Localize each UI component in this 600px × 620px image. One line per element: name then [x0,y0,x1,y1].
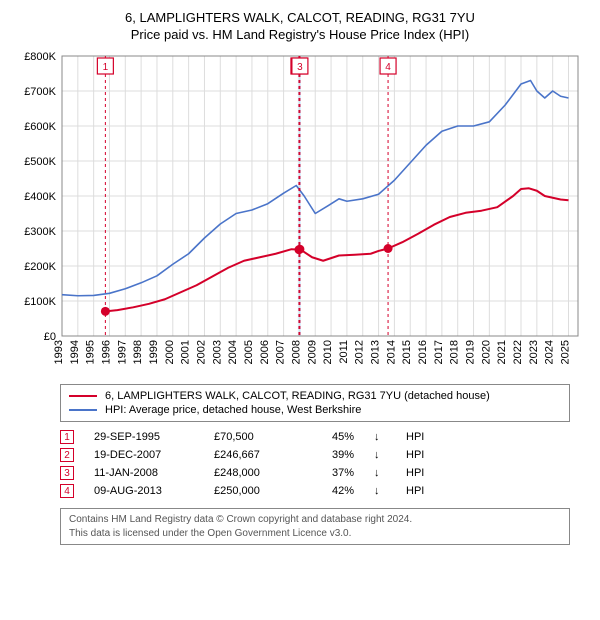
svg-text:£800K: £800K [24,51,56,63]
svg-text:2025: 2025 [560,340,572,364]
sale-price: £248,000 [214,467,294,479]
legend-item: 6, LAMPLIGHTERS WALK, CALCOT, READING, R… [69,389,561,403]
sale-hpi: HPI [406,449,424,461]
svg-text:2022: 2022 [512,340,524,364]
svg-text:2013: 2013 [370,340,382,364]
svg-text:1998: 1998 [132,340,144,364]
footer-attribution: Contains HM Land Registry data © Crown c… [60,508,570,545]
svg-text:2019: 2019 [465,340,477,364]
legend-label: 6, LAMPLIGHTERS WALK, CALCOT, READING, R… [105,390,490,402]
svg-text:2004: 2004 [227,340,239,364]
svg-text:2010: 2010 [322,340,334,364]
svg-text:1995: 1995 [85,340,97,364]
sale-hpi: HPI [406,431,424,443]
svg-text:2011: 2011 [338,340,350,364]
svg-text:2002: 2002 [195,340,207,364]
svg-text:1: 1 [103,62,109,73]
svg-text:2000: 2000 [164,340,176,364]
svg-text:2024: 2024 [544,340,556,364]
sale-row: 1 29-SEP-1995 £70,500 45% ↓ HPI [60,428,570,446]
sale-date: 11-JAN-2008 [94,467,194,479]
sale-marker-box: 2 [60,448,74,462]
legend-label: HPI: Average price, detached house, West… [105,404,361,416]
svg-text:2014: 2014 [385,340,397,364]
legend-item: HPI: Average price, detached house, West… [69,403,561,417]
svg-text:3: 3 [297,62,303,73]
svg-text:2012: 2012 [354,340,366,364]
svg-text:2001: 2001 [180,340,192,364]
svg-text:1996: 1996 [100,340,112,364]
svg-text:£300K: £300K [24,226,56,238]
sale-hpi: HPI [406,467,424,479]
svg-text:2016: 2016 [417,340,429,364]
sale-row: 3 11-JAN-2008 £248,000 37% ↓ HPI [60,464,570,482]
sale-pct: 42% [314,485,354,497]
svg-text:2018: 2018 [449,340,461,364]
sale-hpi: HPI [406,485,424,497]
sale-arrow: ↓ [374,485,386,497]
sale-price: £70,500 [214,431,294,443]
svg-text:£500K: £500K [24,156,56,168]
svg-text:1997: 1997 [116,340,128,364]
sales-table: 1 29-SEP-1995 £70,500 45% ↓ HPI 2 19-DEC-2007 £2… [60,428,570,500]
sale-marker-box: 1 [60,430,74,444]
sale-price: £246,667 [214,449,294,461]
sale-arrow: ↓ [374,431,386,443]
sale-row: 4 09-AUG-2013 £250,000 42% ↓ HPI [60,482,570,500]
sale-date: 29-SEP-1995 [94,431,194,443]
sale-pct: 45% [314,431,354,443]
sale-price: £250,000 [214,485,294,497]
sale-arrow: ↓ [374,467,386,479]
svg-text:£100K: £100K [24,296,56,308]
svg-text:£200K: £200K [24,261,56,273]
svg-text:2015: 2015 [401,340,413,364]
svg-text:£400K: £400K [24,191,56,203]
price-chart: £0£100K£200K£300K£400K£500K£600K£700K£80… [10,48,590,378]
svg-text:2006: 2006 [259,340,271,364]
legend: 6, LAMPLIGHTERS WALK, CALCOT, READING, R… [60,384,570,422]
svg-text:2009: 2009 [306,340,318,364]
footer-line: This data is licensed under the Open Gov… [69,527,561,541]
svg-text:2020: 2020 [480,340,492,364]
svg-text:2003: 2003 [211,340,223,364]
sale-date: 09-AUG-2013 [94,485,194,497]
sale-pct: 37% [314,467,354,479]
svg-text:2005: 2005 [243,340,255,364]
svg-text:2007: 2007 [275,340,287,364]
footer-line: Contains HM Land Registry data © Crown c… [69,513,561,527]
svg-text:2021: 2021 [496,340,508,364]
page-subtitle: Price paid vs. HM Land Registry's House … [10,27,590,42]
sale-pct: 39% [314,449,354,461]
svg-text:1994: 1994 [69,340,81,364]
sale-date: 19-DEC-2007 [94,449,194,461]
svg-text:2008: 2008 [290,340,302,364]
legend-swatch [69,409,97,411]
svg-text:2023: 2023 [528,340,540,364]
page-title: 6, LAMPLIGHTERS WALK, CALCOT, READING, R… [10,10,590,25]
svg-text:£600K: £600K [24,121,56,133]
svg-text:2017: 2017 [433,340,445,364]
svg-text:4: 4 [385,62,391,73]
svg-text:£700K: £700K [24,86,56,98]
sale-row: 2 19-DEC-2007 £246,667 39% ↓ HPI [60,446,570,464]
svg-text:1999: 1999 [148,340,160,364]
legend-swatch [69,395,97,397]
sale-arrow: ↓ [374,449,386,461]
svg-text:1993: 1993 [53,340,65,364]
sale-marker-box: 4 [60,484,74,498]
sale-marker-box: 3 [60,466,74,480]
